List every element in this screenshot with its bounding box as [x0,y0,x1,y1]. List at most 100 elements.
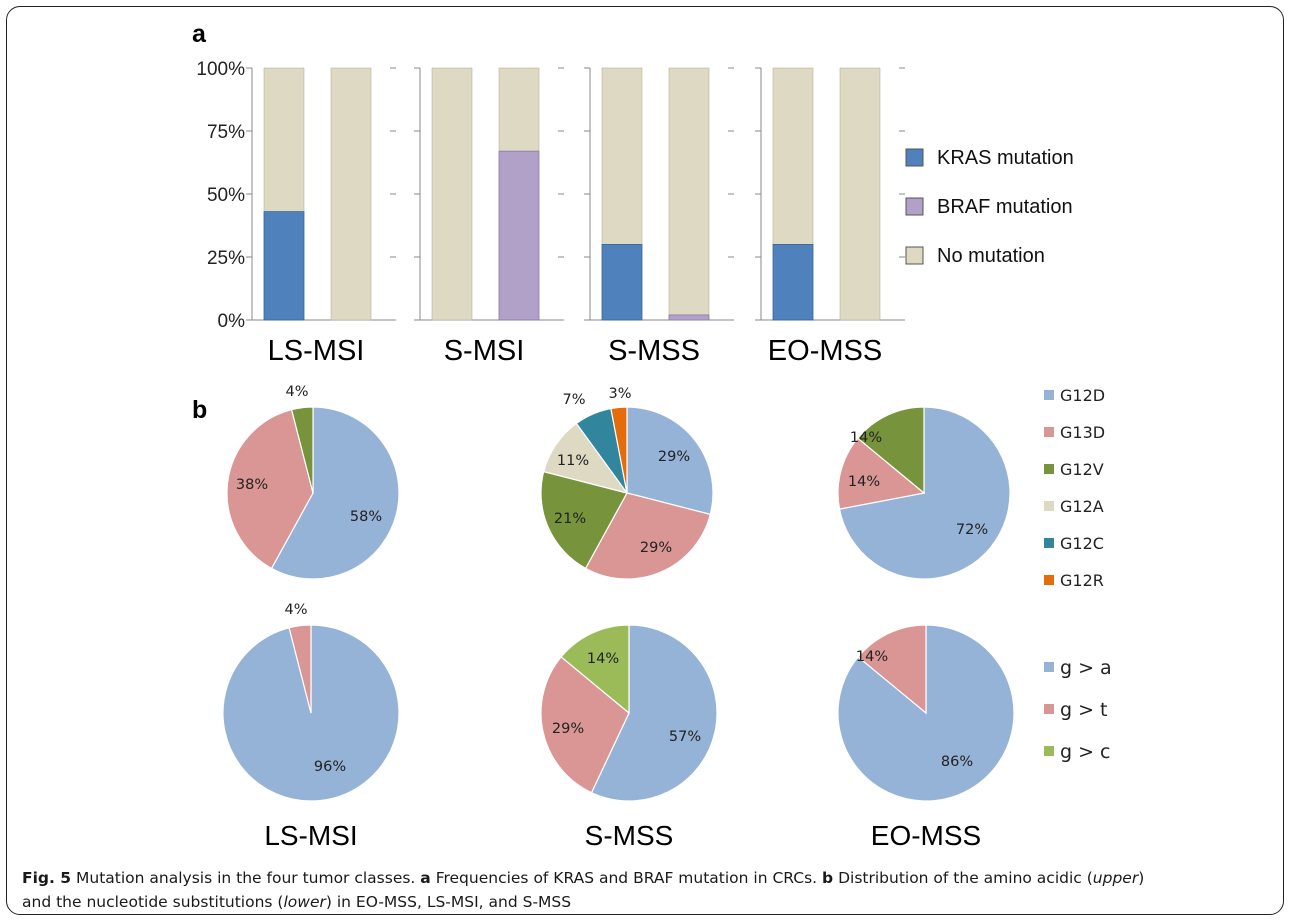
amino-acid-legend-swatch-g12d [1044,390,1054,400]
figure-frame [6,6,1284,915]
amino-acid-legend-label-g12r: G12R [1060,571,1104,590]
figure-caption: Fig. 5 Mutation analysis in the four tum… [22,866,1272,914]
amino-acid-pie3-label-g12v: 14% [850,430,882,446]
caption-text-3: Distribution of the amino acidic ( [833,869,1093,887]
nucleotide-legend-label-g-a: g > a [1060,657,1112,679]
bar-s-mss-kras-no-mutation [601,67,643,245]
legend-label-braf-mutation: BRAF mutation [937,196,1073,218]
group-label: S-MSI [444,335,525,367]
nucleotide-pie3-label-g-t: 14% [856,649,888,665]
bar-s-mss-kras-mutation [601,243,643,321]
y-tick-label: 25% [207,248,245,269]
nucleotide-pie1-slice-g-t [288,624,312,714]
nucleotide-pies: 96% 4% LS-MSI 57% 29% 14% S-MSS 86% 14% EO-MSS g >… [222,602,1112,851]
caption-text-4: ) [1138,869,1145,887]
bar-chart: 0% 25% 50% 75% 100% LS-MSI S-MSI S-MSS EO-MSS KRA… [196,59,1073,367]
amino-acid-pie3-slice-g12v [856,406,925,495]
bar-eo-mss-braf-no-mutation [839,67,881,321]
bar-s-mss-braf-no-mutation [668,67,710,316]
nucleotide-pie2-slice-g-a [590,624,718,802]
caption-lower: lower [283,893,326,911]
caption-text-6: ) in EO-MSS, LS-MSI, and S-MSS [325,893,572,911]
caption-label-a: a [420,869,431,887]
nucleotide-pie2-title: S-MSS [585,820,674,851]
amino-acid-legend-swatch-g12v [1044,464,1054,474]
bar-ls-msi-kras-no-mutation [263,67,305,212]
amino-acid-pie1-slice-g12d [270,406,400,580]
panel-label-b: b [192,396,207,424]
amino-acid-legend-swatch-g13d [1044,427,1054,437]
amino-acid-legend-swatch-g12c [1044,538,1054,548]
nucleotide-legend-label-g-c: g > c [1060,741,1111,763]
amino-acid-legend-swatch-g12a [1044,501,1054,511]
amino-acid-pie3-label-g12d: 72% [956,522,988,538]
legend-swatch-kras-mutation [905,148,924,167]
nucleotide-pie2-label-g-c: 14% [587,651,619,667]
nucleotide-pie3-slice-g-a [837,624,1015,802]
caption-fig-number: Fig. 5 [22,869,72,887]
amino-acid-legend-label-g12c: G12C [1060,534,1104,553]
amino-acid-pie2-label-g12a: 11% [557,453,589,469]
caption-label-b: b [822,869,834,887]
amino-acid-pie2-label-g12c: 7% [562,392,585,408]
legend-label-kras-mutation: KRAS mutation [937,147,1074,169]
amino-acid-pie2-label-g12r: 3% [608,386,631,402]
nucleotide-legend-swatch-g-t [1044,704,1054,714]
nucleotide-pie3-slice-g-t [857,624,927,715]
amino-acid-legend-label-g12a: G12A [1060,497,1104,516]
amino-acid-pie2-slice-g12d [626,406,714,516]
y-tick-label: 100% [196,59,245,80]
bar-ls-msi-kras-mutation [263,211,305,321]
amino-acid-pie2-label-g12d: 29% [658,449,690,465]
nucleotide-pie3-label-g-a: 86% [941,754,973,770]
amino-acid-pie3-label-g13d: 14% [848,474,880,490]
nucleotide-legend-swatch-g-c [1044,746,1054,756]
bar-s-msi-braf-mutation [498,150,540,321]
amino-acid-legend-label-g12d: G12D [1060,386,1105,405]
amino-acid-legend-swatch-g12r [1044,575,1054,585]
nucleotide-legend-label-g-t: g > t [1060,699,1108,721]
bar-ls-msi-braf-no-mutation [330,67,372,321]
bar-s-msi-braf-no-mutation [498,67,540,152]
nucleotide-pie1-label-g-a: 96% [314,759,346,775]
group-label: LS-MSI [268,335,365,367]
legend-label-no-mutation: No mutation [937,245,1045,267]
y-tick-label: 50% [207,185,245,206]
bar-eo-mss-kras-no-mutation [772,67,814,245]
amino-acid-pie2-slice-g12v [540,470,628,570]
legend-swatch-no-mutation [905,246,924,265]
caption-text-5: and the nucleotide substitutions ( [22,893,284,911]
group-label: S-MSS [608,335,700,367]
amino-acid-pie1-label-g12d: 58% [350,509,382,525]
y-tick-label: 75% [207,122,245,143]
nucleotide-pie3-title: EO-MSS [871,820,981,851]
amino-acid-pie2-label-g12v: 21% [554,511,586,527]
amino-acid-pie2-slice-g12r [610,406,628,494]
amino-acid-pie2-slice-g13d [584,492,712,580]
nucleotide-pie2-slice-g-t [540,656,630,794]
caption-text-2: Frequencies of KRAS and BRAF mutation in… [430,869,823,887]
panel-label-a: a [192,20,207,48]
bar-eo-mss-kras-mutation [772,243,814,321]
nucleotide-pie2-label-g-t: 29% [552,721,584,737]
amino-acid-pies: 58% 38% 4% 29% 29% 21% 11% 7% 3% 72% 14% 14% G12D G13… [226,384,1105,590]
amino-acid-pie1-label-g12v: 4% [285,384,308,400]
bar-s-msi-kras-no-mutation [431,67,473,321]
nucleotide-pie2-slice-g-c [560,624,630,715]
amino-acid-legend-label-g13d: G13D [1060,423,1105,442]
nucleotide-pie2-label-g-a: 57% [669,729,701,745]
caption-text-1: Mutation analysis in the four tumor clas… [71,869,421,887]
bar-s-mss-braf-mutation [668,314,710,321]
y-tick-label: 0% [218,311,246,332]
amino-acid-pie1-label-g13d: 38% [236,477,268,493]
nucleotide-pie1-title: LS-MSI [264,820,357,851]
nucleotide-pie1-label-g-t: 4% [284,602,307,618]
caption-upper: upper [1092,869,1139,887]
group-label: EO-MSS [768,335,882,367]
amino-acid-pie1-slice-g12v [290,406,314,494]
amino-acid-pie2-label-g13d: 29% [640,540,672,556]
nucleotide-legend-swatch-g-a [1044,662,1054,672]
amino-acid-pie3-slice-g13d [837,437,926,510]
amino-acid-pie1-slice-g13d [226,408,314,570]
